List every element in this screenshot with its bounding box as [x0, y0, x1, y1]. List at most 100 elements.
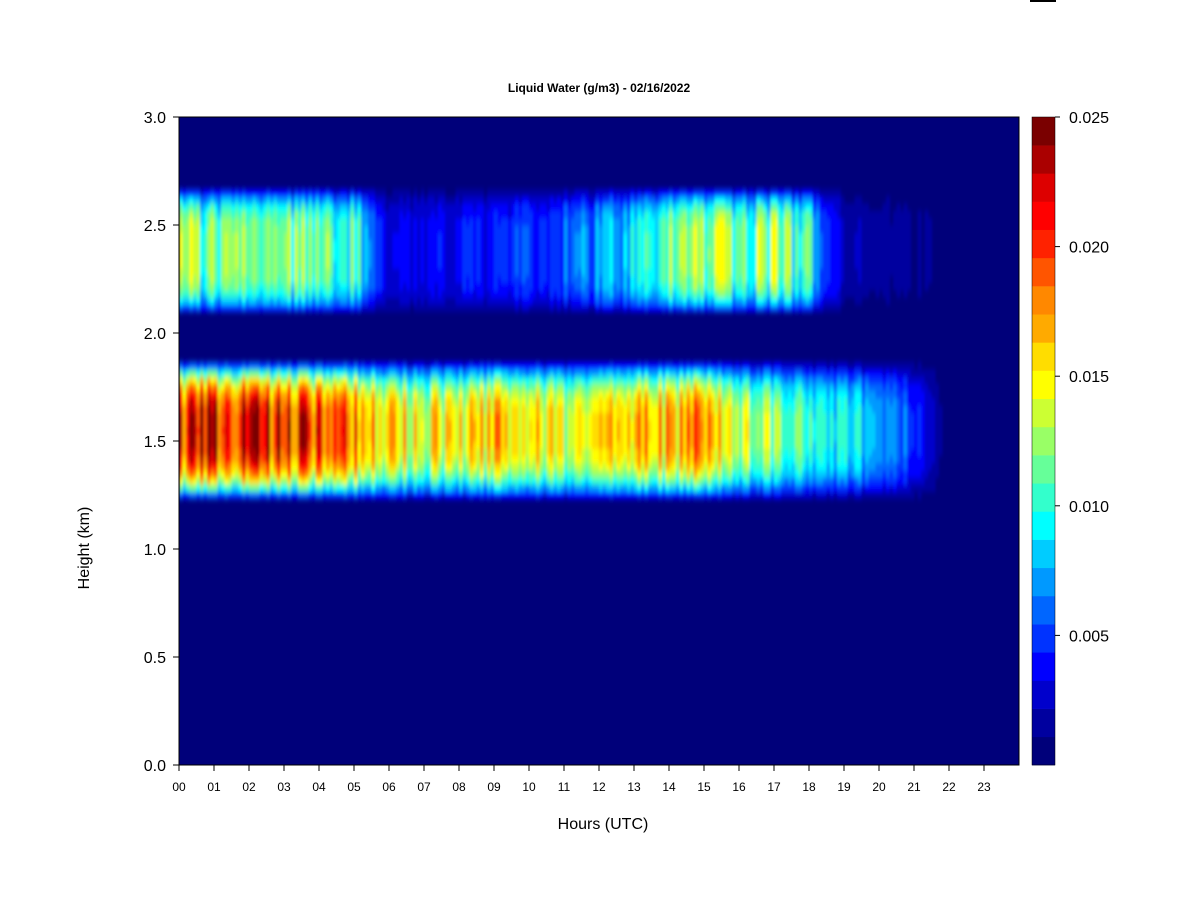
- heatmap-cell: [427, 361, 432, 370]
- heatmap-cell: [364, 253, 369, 262]
- heatmap-cell: [263, 455, 268, 464]
- heatmap-cell: [574, 246, 579, 255]
- heatmap-cell: [532, 189, 537, 197]
- heatmap-cell: [298, 210, 303, 219]
- heatmap-cell: [508, 282, 513, 291]
- heatmap-cell: [228, 426, 233, 435]
- heatmap-cell: [518, 462, 523, 471]
- heatmap-cell: [452, 246, 457, 255]
- heatmap-cell: [256, 282, 261, 291]
- heatmap-cell: [245, 289, 250, 298]
- heatmap-cell: [651, 268, 656, 276]
- heatmap-cell: [270, 484, 275, 492]
- heatmap-cell: [308, 246, 313, 255]
- heatmap-cell: [207, 275, 212, 284]
- heatmap-cell: [606, 261, 611, 269]
- heatmap-cell: [641, 203, 646, 212]
- heatmap-cell: [480, 239, 485, 248]
- heatmap-cell: [193, 405, 198, 413]
- heatmap-cell: [644, 282, 649, 291]
- heatmap-cell: [221, 383, 226, 392]
- heatmap-cell: [480, 297, 485, 305]
- heatmap-cell: [616, 491, 621, 500]
- heatmap-cell: [546, 369, 551, 377]
- top-edge-mark: [1030, 0, 1056, 2]
- heatmap-cell: [648, 232, 653, 240]
- heatmap-cell: [280, 397, 285, 406]
- heatmap-cell: [634, 268, 639, 276]
- heatmap-cell: [382, 405, 387, 413]
- heatmap-cell: [266, 196, 271, 204]
- heatmap-cell: [613, 239, 618, 248]
- heatmap-cell: [655, 369, 660, 377]
- heatmap-cell: [333, 397, 338, 406]
- heatmap-cell: [392, 189, 397, 197]
- heatmap-cell: [529, 304, 534, 312]
- heatmap-cell: [613, 282, 618, 291]
- heatmap-cell: [560, 462, 565, 471]
- heatmap-cell: [389, 361, 394, 370]
- heatmap-cell: [522, 433, 527, 442]
- heatmap-cell: [609, 217, 614, 226]
- heatmap-cell: [263, 369, 268, 377]
- heatmap-cell: [196, 246, 201, 255]
- heatmap-cell: [252, 441, 257, 449]
- heatmap-cell: [389, 289, 394, 298]
- heatmap-cell: [235, 477, 240, 485]
- heatmap-cell: [259, 448, 264, 456]
- heatmap-cell: [196, 448, 201, 456]
- heatmap-cell: [511, 253, 516, 262]
- heatmap-cell: [245, 282, 250, 291]
- heatmap-cell: [511, 289, 516, 298]
- heatmap-cell: [305, 477, 310, 485]
- heatmap-cell: [336, 426, 341, 435]
- heatmap-cell: [361, 203, 366, 212]
- heatmap-cell: [651, 361, 656, 370]
- heatmap-cell: [543, 217, 548, 226]
- heatmap-cell: [410, 419, 415, 428]
- heatmap-cell: [273, 405, 278, 413]
- heatmap-cell: [403, 433, 408, 442]
- heatmap-cell: [564, 232, 569, 240]
- heatmap-cell: [179, 376, 184, 384]
- heatmap-cell: [333, 426, 338, 435]
- heatmap-cell: [567, 376, 572, 384]
- heatmap-cell: [539, 426, 544, 435]
- heatmap-cell: [312, 376, 317, 384]
- heatmap-cell: [504, 261, 509, 269]
- heatmap-cell: [228, 412, 233, 420]
- heatmap-cell: [329, 369, 334, 377]
- heatmap-cell: [595, 390, 600, 399]
- heatmap-cell: [634, 462, 639, 471]
- heatmap-cell: [532, 282, 537, 291]
- heatmap-cell: [417, 369, 422, 377]
- heatmap-cell: [403, 196, 408, 204]
- heatmap-cell: [529, 455, 534, 464]
- heatmap-cell: [508, 491, 513, 500]
- heatmap-cell: [259, 304, 264, 312]
- heatmap-cell: [350, 225, 355, 233]
- heatmap-cell: [543, 412, 548, 420]
- heatmap-cell: [375, 412, 380, 420]
- heatmap-cell: [242, 369, 247, 377]
- heatmap-cell: [648, 239, 653, 248]
- heatmap-cell: [637, 484, 642, 492]
- heatmap-cell: [417, 412, 422, 420]
- heatmap-cell: [560, 253, 565, 262]
- heatmap-cell: [382, 210, 387, 219]
- heatmap-cell: [217, 419, 222, 428]
- heatmap-cell: [350, 419, 355, 428]
- heatmap-cell: [322, 275, 327, 284]
- heatmap-cell: [287, 484, 292, 492]
- heatmap-cell: [501, 491, 506, 500]
- heatmap-cell: [469, 239, 474, 248]
- heatmap-cell: [266, 225, 271, 233]
- heatmap-cell: [536, 289, 541, 298]
- heatmap-cell: [210, 261, 215, 269]
- heatmap-cell: [179, 405, 184, 413]
- heatmap-cell: [312, 203, 317, 212]
- heatmap-cell: [567, 369, 572, 377]
- heatmap-cell: [609, 203, 614, 212]
- heatmap-cell: [252, 455, 257, 464]
- heatmap-cell: [315, 491, 320, 500]
